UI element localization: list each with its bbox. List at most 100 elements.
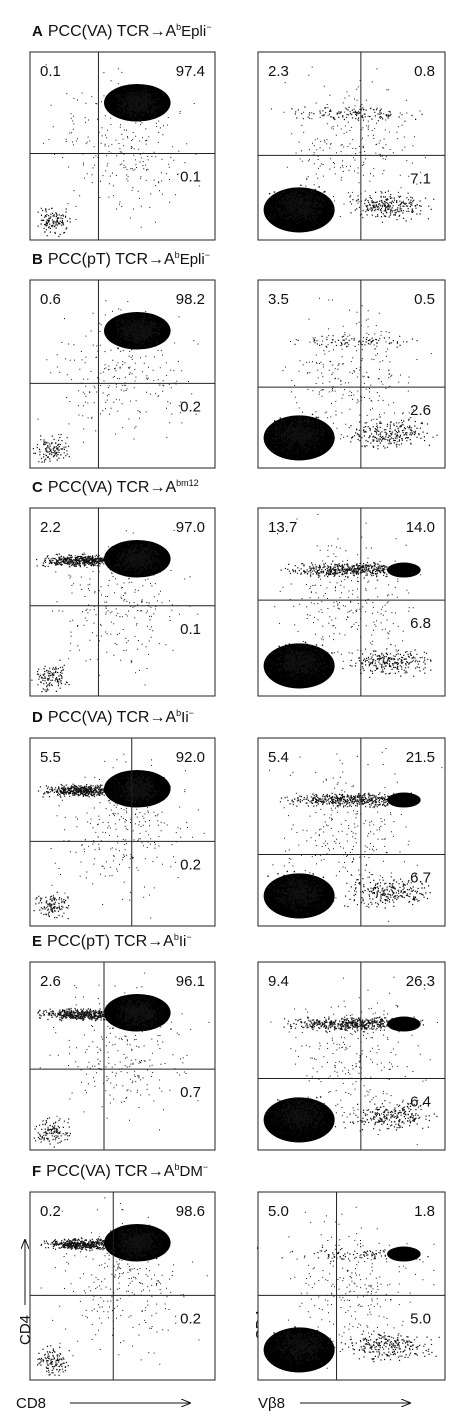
quadrant-percent: 7.1 [410,170,431,187]
dots [334,1099,438,1132]
cluster [387,562,421,578]
dots [340,1330,440,1363]
title-part: Epli [180,251,205,268]
title-part: b [174,932,179,942]
quadrant-percent: 5.5 [40,749,61,766]
cluster [387,1246,421,1262]
quadrant-percent: 98.2 [176,291,205,308]
quadrant-percent: 1.8 [414,1203,435,1220]
quadrant-percent: 98.6 [176,1203,205,1220]
dots [349,190,435,223]
dots [268,184,331,226]
title-part: Ii [181,709,189,726]
dots [112,995,164,1030]
dots [115,314,165,350]
left-plot: 5.5 92.0 0.2 [29,737,216,927]
quadrant-percent: 26.3 [406,973,435,990]
quadrant-percent: 0.2 [180,1310,201,1327]
right-plot: 2.3 0.8 7.1 [257,51,446,241]
title-part: − [186,932,191,942]
title-part: PCC(VA) TCR→A [48,479,177,496]
cluster [387,792,421,808]
title-part: Ii [179,933,187,950]
quadrant-percent: 6.4 [410,1094,431,1111]
dots [37,1345,70,1376]
quadrant-percent: 9.4 [268,973,289,990]
panel-title: B PCC(pT) TCR→AbEpli− [32,250,210,268]
plot-frame [29,737,216,927]
right-plot: 5.4 21.5 6.7 [257,737,446,927]
quadrant-percent: 21.5 [406,749,435,766]
dots [37,207,71,238]
quadrant-percent: 0.1 [40,63,61,80]
panel-title: A PCC(VA) TCR→AbEpli− [32,22,211,40]
quadrant-percent: 97.4 [176,63,205,80]
left-plot: 2.2 97.0 0.1 [29,507,216,697]
title-part: b [174,1162,179,1172]
title-part: Epli [181,23,206,40]
dots [269,413,332,455]
title-part: b [176,22,181,32]
quadrant-percent: 0.1 [180,621,201,638]
quadrant-percent: 0.7 [180,1084,201,1101]
dots [291,106,423,122]
panel-title: D PCC(VA) TCR→AbIi− [32,708,194,726]
quadrant-percent: 0.2 [40,1203,61,1220]
dots [269,1326,329,1367]
plot-frame [29,51,216,241]
panel-title: C PCC(VA) TCR→Abm12 [32,478,199,496]
plot-frame [29,961,216,1151]
title-part: PCC(pT) TCR→A [48,251,175,268]
title-part: b [175,250,180,260]
dots [267,870,331,912]
dots [342,643,432,678]
title-part: PCC(VA) TCR→A [46,1163,175,1180]
quadrant-percent: 5.4 [268,749,289,766]
quadrant-percent: 2.3 [268,63,289,80]
dots [115,84,164,121]
right-plot: 13.7 14.0 6.8 [257,507,446,697]
title-part: bm12 [176,478,199,488]
quadrant-percent: 6.8 [410,615,431,632]
title-part: PCC(VA) TCR→A [48,23,177,40]
title-part: b [176,708,181,718]
dots [274,514,422,667]
dots [346,416,438,450]
title-part: PCC(VA) TCR→A [48,709,177,726]
dots [32,433,70,463]
dots [111,540,164,576]
right-plot: 5.0 1.8 5.0 [257,1191,446,1381]
quadrant-percent: 2.6 [410,402,431,419]
dots [269,1096,330,1136]
panel-letter: A [32,23,43,40]
panel-letter: D [32,709,43,726]
panel-title: E PCC(pT) TCR→AbIi− [32,932,192,950]
title-part: − [203,1162,208,1172]
left-plot: 0.6 98.2 0.2 [29,279,216,469]
quadrant-percent: 0.2 [180,856,201,873]
panel-letter: B [32,251,43,268]
dots [44,530,199,686]
title-part: − [189,708,194,718]
cluster [263,643,335,689]
quadrant-percent: 5.0 [268,1203,289,1220]
panel-letter: C [32,479,43,496]
dots [269,748,443,922]
cluster [387,1016,421,1032]
quadrant-percent: 2.6 [40,973,61,990]
dots [282,297,432,443]
dots [279,792,412,808]
dots [40,1237,124,1253]
panel-title: F PCC(VA) TCR→AbDM− [32,1162,208,1180]
quadrant-percent: 96.1 [176,973,205,990]
quadrant-percent: 92.0 [176,749,205,766]
quadrant-percent: 14.0 [406,519,435,536]
plot-frame [29,1191,216,1381]
quadrant-percent: 6.7 [410,870,431,887]
plot-frame [29,279,216,469]
dots [114,1224,162,1260]
right-plot: 9.4 26.3 6.4 [257,961,446,1151]
panel-letter: E [32,933,42,950]
